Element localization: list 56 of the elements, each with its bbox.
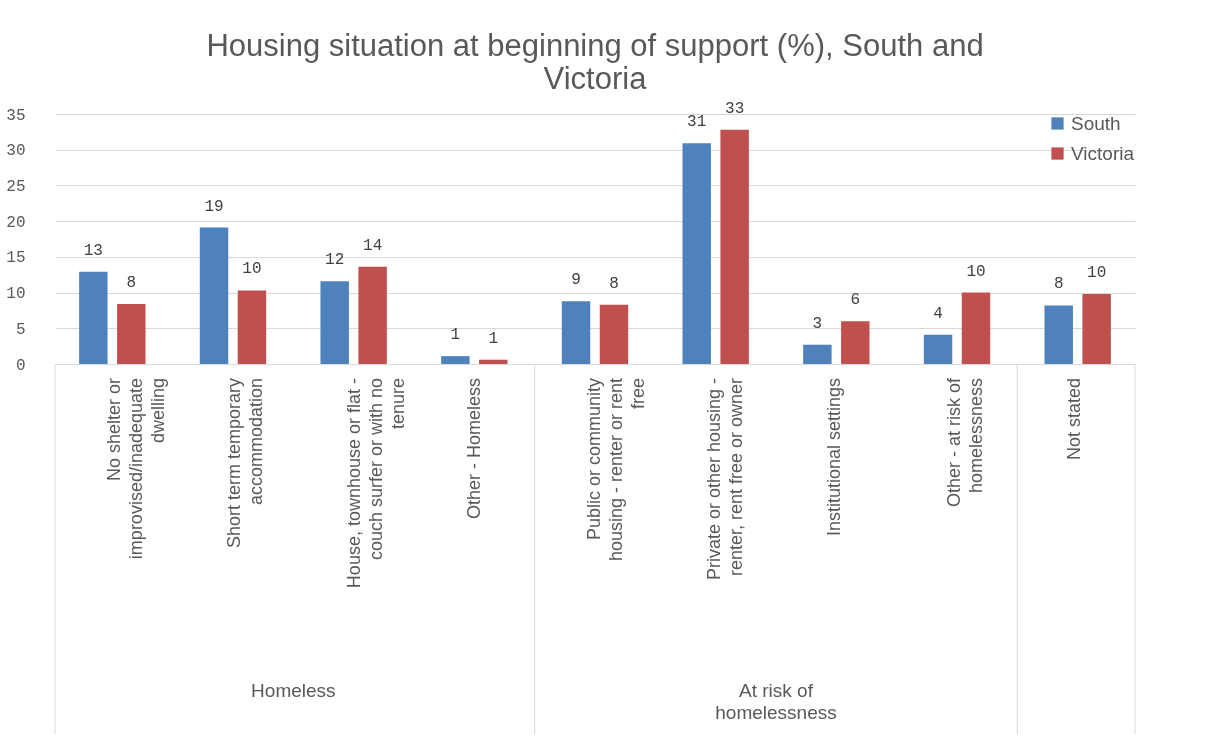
y-tick-label: 35 xyxy=(6,106,26,125)
data-label: 3 xyxy=(812,314,823,333)
data-label: 8 xyxy=(126,274,137,292)
y-tick-label: 20 xyxy=(6,213,26,232)
data-label: 13 xyxy=(83,241,103,260)
y-tick-label: 30 xyxy=(6,142,26,161)
y-tick-label: 15 xyxy=(6,249,26,268)
bar xyxy=(237,290,267,364)
x-tick-label: Other - Homeless xyxy=(464,378,484,520)
x-tick-label: No shelter or improvised/inadequate dwelling xyxy=(104,378,168,560)
bar xyxy=(1082,294,1111,364)
bar xyxy=(199,227,229,364)
y-tick-label: 5 xyxy=(15,320,26,339)
bar xyxy=(441,356,470,364)
bar xyxy=(117,304,146,364)
text: Homeless xyxy=(251,680,336,701)
x-tick-label: Public or community housing - renter or rent free xyxy=(584,378,648,562)
text: At risk of homelessness xyxy=(715,680,837,723)
data-label: 10 xyxy=(966,262,986,281)
data-label: 10 xyxy=(1087,264,1107,282)
bar xyxy=(720,129,749,364)
bar xyxy=(358,266,387,364)
legend-label: South xyxy=(1071,112,1121,134)
chart-title: Housing situation at beginning of support (%), South and Victoria xyxy=(206,27,984,96)
bar xyxy=(682,143,711,364)
data-label: 31 xyxy=(687,113,707,132)
bar xyxy=(961,292,991,364)
x-tick-label: Institutional settings xyxy=(824,378,844,537)
data-label: 4 xyxy=(933,304,943,323)
bar xyxy=(923,334,953,364)
bar xyxy=(561,301,591,364)
y-tick-label: 25 xyxy=(6,177,26,196)
x-tick-label: Other - at risk of homelessness xyxy=(944,377,986,508)
data-label: 1 xyxy=(450,326,461,345)
legend-label: Victoria xyxy=(1071,142,1135,164)
bar xyxy=(1044,305,1073,364)
data-label: 1 xyxy=(488,329,499,348)
data-label: 6 xyxy=(850,291,861,310)
data-label: 8 xyxy=(1053,275,1064,294)
data-label: 8 xyxy=(609,274,619,293)
bar xyxy=(479,359,508,364)
bar xyxy=(841,321,870,364)
data-label: 9 xyxy=(571,271,581,290)
bar xyxy=(79,271,108,364)
data-label: 12 xyxy=(325,251,345,270)
bar xyxy=(320,281,349,364)
data-label: 33 xyxy=(725,99,745,118)
data-label: 10 xyxy=(242,260,262,279)
x-tick-label: Not stated xyxy=(1064,378,1084,461)
x-tick-label: House, townhouse or flat - couch surfer or with no tenure xyxy=(344,378,408,589)
bar xyxy=(599,304,629,364)
data-label: 14 xyxy=(363,236,383,255)
data-label: 19 xyxy=(204,197,224,216)
y-tick-label: 10 xyxy=(6,285,26,304)
y-tick-label: 0 xyxy=(15,356,26,375)
bar xyxy=(803,344,832,364)
